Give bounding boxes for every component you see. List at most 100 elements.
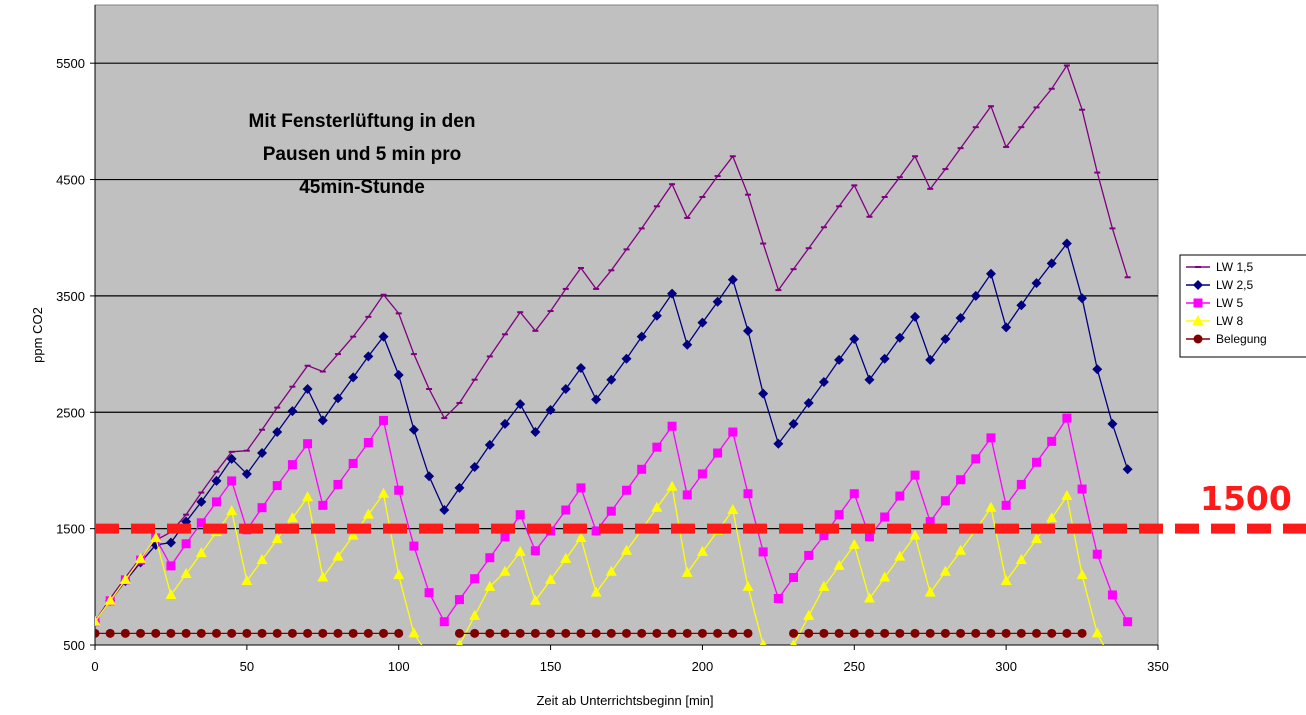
series-1-point-0-22 (424, 471, 435, 482)
series-4-point-2-16 (1032, 628, 1042, 638)
series-3-point-0-29 (529, 594, 541, 605)
series-2-point-0-12 (272, 481, 282, 491)
series-2-point-0-67 (1107, 590, 1117, 600)
series-1-point-0-64 (1061, 238, 1072, 249)
series-2-point-0-18 (363, 438, 373, 448)
series-4-point-1-9 (591, 628, 601, 638)
series-4-point-1-10 (606, 628, 616, 638)
series-1-point-0-29 (530, 427, 541, 438)
x-tick-label-6: 300 (995, 659, 1017, 674)
series-3-point-0-3 (135, 552, 147, 563)
series-1-point-0-47 (803, 397, 814, 408)
series-1-point-0-18 (363, 351, 374, 362)
series-2-point-0-53 (895, 491, 905, 501)
series-3-point-0-35 (621, 544, 632, 555)
series-4-point-2-3 (834, 628, 844, 638)
series-1-point-0-43 (742, 325, 753, 336)
series-2-point-0-16 (333, 479, 343, 489)
series-2-point-0-63 (1047, 436, 1057, 446)
series-3-point-0-17 (347, 529, 359, 540)
series-2-point-0-8 (211, 497, 221, 507)
annotation: Mit Fensterlüftung in den Pausen und 5 m… (249, 111, 476, 198)
series-1-point-0-33 (591, 394, 602, 405)
series-2-point-0-60 (1001, 500, 1011, 510)
series-3-point-0-49 (833, 559, 845, 570)
series-4-point-1-1 (470, 628, 480, 638)
annotation-line-2: Pausen und 5 min pro (263, 144, 461, 165)
series-2-point-0-59 (986, 433, 996, 443)
x-tick-label-5: 250 (843, 659, 865, 674)
series-3-point-0-54 (909, 529, 921, 540)
series-3-point-0-14 (302, 491, 314, 502)
series-2-point-0-20 (394, 485, 404, 495)
series-4-point-0-12 (272, 628, 282, 638)
series-3-point-0-7 (195, 547, 207, 558)
series-4-point-2-12 (971, 628, 981, 638)
series-1-point-0-40 (697, 317, 708, 328)
series-4-point-0-8 (211, 628, 221, 638)
series-2-point-0-41 (713, 448, 723, 458)
x-tick-label-4: 200 (692, 659, 714, 674)
series-3-point-0-11 (256, 554, 268, 565)
series-2-point-0-58 (971, 454, 981, 464)
series-1-point-0-48 (818, 377, 829, 388)
series-1-point-0-24 (454, 482, 465, 493)
series-3-point-0-57 (955, 544, 967, 555)
series-1-point-0-66 (1092, 364, 1103, 375)
series-2-point-0-36 (637, 464, 647, 474)
series-2-point-0-38 (667, 421, 677, 431)
series-4-point-0-16 (333, 628, 343, 638)
series-2-point-0-11 (257, 503, 267, 513)
series-4-point-0-11 (257, 628, 267, 638)
series-2-point-0-34 (606, 506, 616, 516)
series-4-point-0-0 (95, 628, 100, 638)
series-3-point-0-52 (879, 571, 891, 582)
series-2-point-0-64 (1062, 413, 1072, 423)
x-tick-label-3: 150 (540, 659, 562, 674)
series-3-point-0-5 (165, 588, 177, 599)
series-2-point-0-39 (682, 490, 692, 500)
series-2-point-0-37 (652, 442, 662, 452)
series-4-point-2-10 (940, 628, 950, 638)
y-axis-title: ppm CO2 (30, 307, 45, 363)
series-1-point-0-23 (439, 505, 450, 516)
series-4-point-2-11 (956, 628, 966, 638)
series-3-point-0-25 (469, 609, 481, 620)
series-4-point-1-19 (743, 628, 753, 638)
series-4-point-1-12 (637, 628, 647, 638)
series-2-point-0-47 (804, 550, 814, 560)
series-3-point-0-16 (332, 550, 344, 561)
series-1-point-0-20 (393, 370, 404, 381)
series-2-point-0-22 (424, 588, 434, 598)
series-3-point-0-61 (1015, 554, 1027, 565)
series-4-point-2-1 (804, 628, 814, 638)
series-4-point-1-11 (622, 628, 631, 638)
series-3-point-0-1 (104, 594, 116, 605)
series-3-point-0-9 (226, 505, 238, 516)
series-1-point-0-62 (1031, 278, 1042, 289)
series-1-point-0-50 (849, 333, 860, 344)
series-4 (95, 628, 1087, 638)
series-4-point-0-20 (394, 628, 404, 638)
series-1-point-0-36 (636, 331, 647, 342)
series-1-point-0-39 (682, 339, 693, 350)
series-3-point-0-28 (514, 545, 526, 556)
series-4-point-1-4 (515, 628, 525, 638)
series-3-point-0-32 (575, 531, 587, 542)
series-1-point-0-38 (667, 288, 678, 299)
series-2-point-0-26 (485, 553, 495, 563)
series-2-point-0-29 (530, 546, 540, 556)
series-1-point-0-49 (834, 354, 845, 365)
series-1-point-0-65 (1077, 293, 1088, 304)
series-3-point-0-34 (605, 565, 617, 576)
series-3-point-0-37 (651, 501, 663, 512)
series-1-point-0-37 (651, 310, 662, 321)
series-3-point-0-21 (408, 627, 420, 638)
series-3-point-0-12 (271, 533, 283, 544)
legend-label-2: LW 5 (1216, 296, 1243, 310)
axes: 0 50 100 150 200 250 300 350 500 1500 2500 3500 4500… (56, 5, 1169, 674)
series-1-point-0-52 (879, 353, 890, 364)
series-2 (95, 413, 1133, 627)
series-4-point-2-2 (819, 628, 829, 638)
